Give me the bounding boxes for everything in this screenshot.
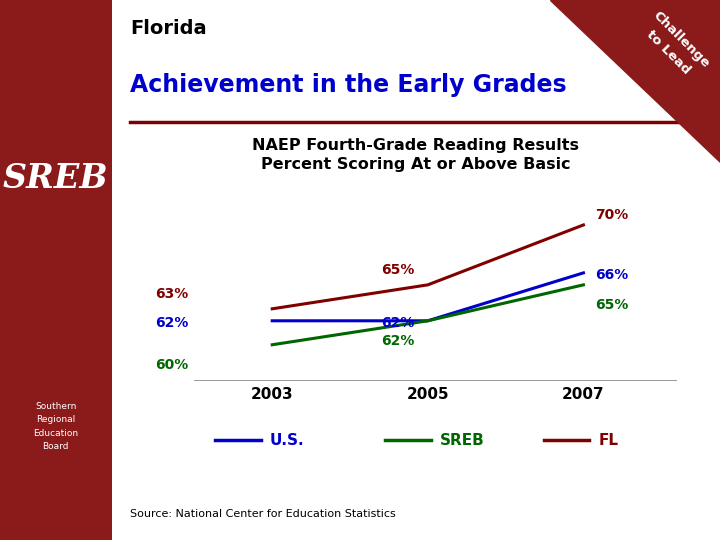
Text: 66%: 66% <box>595 268 629 282</box>
Text: FL: FL <box>598 433 618 448</box>
Text: Southern
Regional
Education
Board: Southern Regional Education Board <box>33 402 78 451</box>
Text: 62%: 62% <box>156 316 189 330</box>
Text: 63%: 63% <box>156 287 189 301</box>
Text: 65%: 65% <box>381 264 415 278</box>
Text: 62%: 62% <box>381 334 415 348</box>
Text: U.S.: U.S. <box>270 433 305 448</box>
Text: SREB: SREB <box>440 433 485 448</box>
Text: 2005: 2005 <box>407 387 449 402</box>
Text: NAEP Fourth-Grade Reading Results
Percent Scoring At or Above Basic: NAEP Fourth-Grade Reading Results Percen… <box>252 138 580 172</box>
Text: Florida: Florida <box>130 19 207 38</box>
Text: 65%: 65% <box>595 298 629 312</box>
Text: 60%: 60% <box>156 358 189 372</box>
Text: 62%: 62% <box>381 316 415 330</box>
Text: 2007: 2007 <box>562 387 605 402</box>
Text: Source: National Center for Education Statistics: Source: National Center for Education St… <box>130 509 395 519</box>
Text: 2003: 2003 <box>251 387 294 402</box>
Text: Achievement in the Early Grades: Achievement in the Early Grades <box>130 73 567 97</box>
Text: SREB: SREB <box>3 161 109 195</box>
Polygon shape <box>549 0 720 162</box>
Text: 70%: 70% <box>595 208 629 222</box>
Text: Challenge
to Lead: Challenge to Lead <box>637 9 711 83</box>
